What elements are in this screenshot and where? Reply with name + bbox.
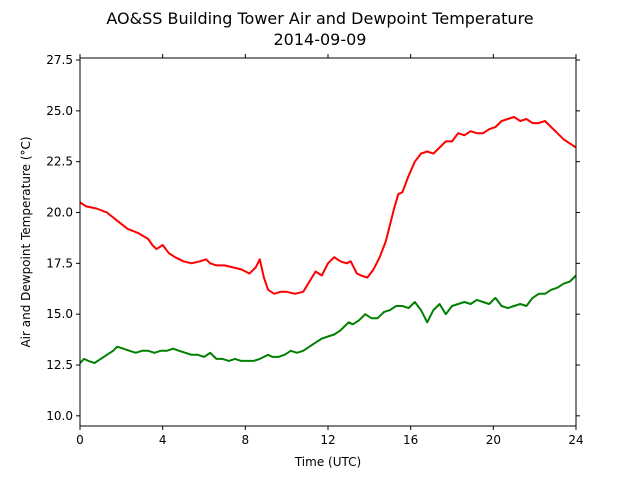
x-axis-label: Time (UTC) — [294, 455, 361, 469]
x-tick-label: 4 — [159, 433, 167, 447]
chart-subtitle: 2014-09-09 — [274, 30, 367, 49]
x-tick-label: 8 — [242, 433, 250, 447]
x-tick-label: 20 — [486, 433, 501, 447]
x-tick-label: 12 — [320, 433, 335, 447]
y-tick-label: 17.5 — [46, 256, 73, 270]
x-tick-label: 0 — [76, 433, 84, 447]
chart-title: AO&SS Building Tower Air and Dewpoint Te… — [106, 9, 533, 28]
x-tick-label: 24 — [568, 433, 583, 447]
y-tick-label: 27.5 — [46, 53, 73, 67]
x-tick-label: 16 — [403, 433, 418, 447]
plot-frame — [79, 57, 577, 427]
y-axis-label: Air and Dewpoint Temperature (°C) — [19, 136, 33, 347]
y-tick-label: 22.5 — [46, 155, 73, 169]
y-tick-label: 15.0 — [46, 307, 73, 321]
y-tick-label: 25.0 — [46, 104, 73, 118]
y-tick-label: 20.0 — [46, 206, 73, 220]
y-tick-label: 10.0 — [46, 409, 73, 423]
y-tick-label: 12.5 — [46, 358, 73, 372]
plot-area: 0 4 8 12 16 20 24 10.0 12.5 15.0 17.5 20.0 22.5 25.0 2… — [46, 53, 583, 447]
series-line-1 — [79, 274, 577, 364]
series-line-0 — [79, 116, 577, 295]
